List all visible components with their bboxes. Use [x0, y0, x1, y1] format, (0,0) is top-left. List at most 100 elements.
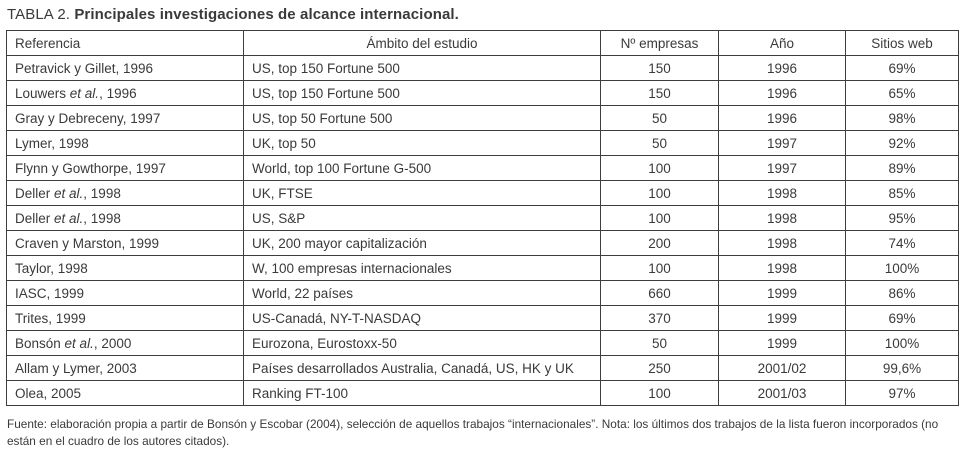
table-row: IASC, 1999 World, 22 países 660 1999 86%	[6, 280, 959, 306]
cell-ambito: Ranking FT-100	[243, 380, 601, 406]
table-row: Olea, 2005 Ranking FT-100 100 2001/03 97%	[6, 380, 959, 406]
cell-sitios: 98%	[845, 105, 959, 131]
header-empresas: Nº empresas	[600, 30, 719, 56]
cell-referencia: Lymer, 1998	[6, 130, 244, 156]
cell-empresas: 100	[600, 255, 719, 281]
header-sitios: Sitios web	[845, 30, 959, 56]
cell-sitios: 65%	[845, 80, 959, 106]
table-row: Deller et al., 1998 UK, FTSE 100 1998 85%	[6, 180, 959, 206]
cell-empresas: 150	[600, 55, 719, 81]
cell-empresas: 250	[600, 355, 719, 381]
cell-sitios: 97%	[845, 380, 959, 406]
cell-ano: 1999	[718, 280, 846, 306]
cell-ambito: US, top 50 Fortune 500	[243, 105, 601, 131]
table-row: Allam y Lymer, 2003 Países desarrollados …	[6, 355, 959, 381]
table-title-text: Principales investigaciones de alcance i…	[70, 6, 459, 23]
cell-referencia: Bonsón et al., 2000	[6, 330, 244, 356]
cell-referencia: Louwers et al., 1996	[6, 80, 244, 106]
cell-referencia: Craven y Marston, 1999	[6, 230, 244, 256]
cell-referencia: Olea, 2005	[6, 380, 244, 406]
table-body: Petravick y Gillet, 1996 US, top 150 Fort…	[6, 55, 959, 406]
cell-ano: 1999	[718, 330, 846, 356]
cell-sitios: 86%	[845, 280, 959, 306]
cell-sitios: 85%	[845, 180, 959, 206]
cell-sitios: 92%	[845, 130, 959, 156]
cell-empresas: 50	[600, 105, 719, 131]
cell-ano: 1998	[718, 230, 846, 256]
header-ambito: Ámbito del estudio	[243, 30, 601, 56]
cell-ambito: UK, FTSE	[243, 180, 601, 206]
cell-ano: 1998	[718, 255, 846, 281]
data-table: Referencia Ámbito del estudio Nº empresa…	[6, 30, 959, 406]
et-al-italic: et al.	[54, 185, 84, 201]
table-row: Lymer, 1998 UK, top 50 50 1997 92%	[6, 130, 959, 156]
cell-sitios: 100%	[845, 255, 959, 281]
cell-empresas: 100	[600, 155, 719, 181]
cell-referencia: Petravick y Gillet, 1996	[6, 55, 244, 81]
et-al-italic: et al.	[64, 335, 94, 351]
cell-ano: 1996	[718, 80, 846, 106]
table-row: Petravick y Gillet, 1996 US, top 150 Fort…	[6, 55, 959, 81]
cell-ambito: World, top 100 Fortune G-500	[243, 155, 601, 181]
cell-ano: 1997	[718, 130, 846, 156]
cell-ano: 2001/03	[718, 380, 846, 406]
cell-ano: 2001/02	[718, 355, 846, 381]
cell-sitios: 74%	[845, 230, 959, 256]
table-row: Deller et al., 1998 US, S&P 100 1998 95%	[6, 205, 959, 231]
cell-referencia: Deller et al., 1998	[6, 180, 244, 206]
cell-ambito: UK, 200 mayor capitalización	[243, 230, 601, 256]
cell-sitios: 100%	[845, 330, 959, 356]
table-row: Craven y Marston, 1999 UK, 200 mayor capi…	[6, 230, 959, 256]
table-header: Referencia Ámbito del estudio Nº empresa…	[6, 30, 959, 56]
cell-referencia: Gray y Debreceny, 1997	[6, 105, 244, 131]
table-header-row: Referencia Ámbito del estudio Nº empresa…	[6, 30, 959, 56]
cell-referencia: IASC, 1999	[6, 280, 244, 306]
cell-referencia: Deller et al., 1998	[6, 205, 244, 231]
cell-ano: 1996	[718, 55, 846, 81]
cell-ambito: Países desarrollados Australia, Canadá, …	[243, 355, 601, 381]
cell-ano: 1996	[718, 105, 846, 131]
table-row: Bonsón et al., 2000 Eurozona, Eurostoxx-5…	[6, 330, 959, 356]
table-row: Gray y Debreceny, 1997 US, top 50 Fortune…	[6, 105, 959, 131]
cell-ano: 1999	[718, 305, 846, 331]
cell-empresas: 50	[600, 330, 719, 356]
cell-sitios: 69%	[845, 55, 959, 81]
header-referencia: Referencia	[6, 30, 244, 56]
cell-ambito: W, 100 empresas internacionales	[243, 255, 601, 281]
cell-empresas: 150	[600, 80, 719, 106]
cell-referencia: Allam y Lymer, 2003	[6, 355, 244, 381]
cell-referencia: Trites, 1999	[6, 305, 244, 331]
cell-ambito: US, top 150 Fortune 500	[243, 80, 601, 106]
cell-ano: 1997	[718, 155, 846, 181]
cell-sitios: 95%	[845, 205, 959, 231]
cell-ambito: Eurozona, Eurostoxx-50	[243, 330, 601, 356]
cell-ano: 1998	[718, 180, 846, 206]
cell-empresas: 370	[600, 305, 719, 331]
source-note: Fuente: elaboración propia a partir de B…	[7, 417, 939, 448]
cell-ambito: UK, top 50	[243, 130, 601, 156]
table-row: Trites, 1999 US-Canadá, NY-T-NASDAQ 370 199…	[6, 305, 959, 331]
cell-sitios: 99,6%	[845, 355, 959, 381]
cell-referencia: Taylor, 1998	[6, 255, 244, 281]
cell-ano: 1998	[718, 205, 846, 231]
et-al-italic: et al.	[69, 85, 100, 101]
cell-empresas: 200	[600, 230, 719, 256]
table-row: Louwers et al., 1996 US, top 150 Fortune …	[6, 80, 959, 106]
cell-empresas: 100	[600, 205, 719, 231]
table-row: Taylor, 1998 W, 100 empresas internaciona…	[6, 255, 959, 281]
cell-empresas: 100	[600, 380, 719, 406]
cell-empresas: 660	[600, 280, 719, 306]
cell-sitios: 69%	[845, 305, 959, 331]
cell-ambito: US-Canadá, NY-T-NASDAQ	[243, 305, 601, 331]
cell-ambito: US, S&P	[243, 205, 601, 231]
cell-referencia: Flynn y Gowthorpe, 1997	[6, 155, 244, 181]
table-title: TABLA 2. Principales investigaciones de …	[7, 6, 960, 23]
cell-ambito: World, 22 países	[243, 280, 601, 306]
table-row: Flynn y Gowthorpe, 1997 World, top 100 Fo…	[6, 155, 959, 181]
cell-sitios: 89%	[845, 155, 959, 181]
cell-empresas: 50	[600, 130, 719, 156]
et-al-italic: et al.	[54, 210, 84, 226]
cell-ambito: US, top 150 Fortune 500	[243, 55, 601, 81]
cell-empresas: 100	[600, 180, 719, 206]
